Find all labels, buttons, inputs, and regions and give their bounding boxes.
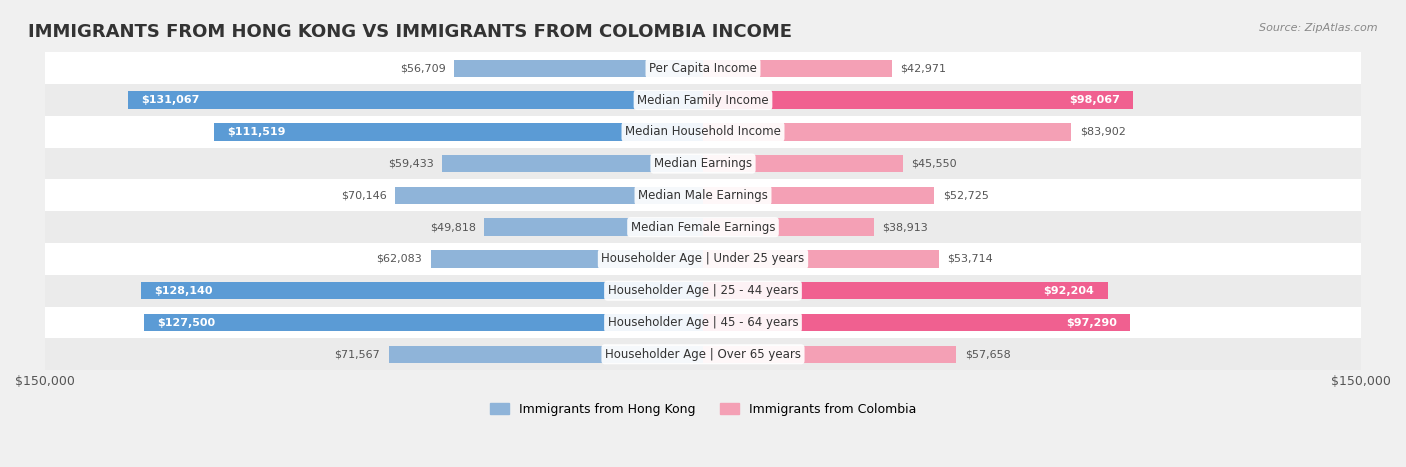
Text: $49,818: $49,818 [430,222,475,232]
Text: $127,500: $127,500 [157,318,215,327]
Bar [703,155,903,172]
Text: $111,519: $111,519 [226,127,285,137]
Text: Source: ZipAtlas.com: Source: ZipAtlas.com [1260,23,1378,33]
Text: $52,725: $52,725 [943,191,988,200]
Text: $45,550: $45,550 [911,159,957,169]
Text: Median Female Earnings: Median Female Earnings [631,221,775,234]
Text: Householder Age | Over 65 years: Householder Age | Over 65 years [605,348,801,361]
Text: Median Household Income: Median Household Income [626,125,780,138]
Bar [45,275,1361,307]
Text: Median Family Income: Median Family Income [637,93,769,106]
Text: $53,714: $53,714 [948,254,993,264]
Legend: Immigrants from Hong Kong, Immigrants from Colombia: Immigrants from Hong Kong, Immigrants fr… [485,398,921,421]
Text: $70,146: $70,146 [340,191,387,200]
Bar [45,84,1361,116]
Bar [45,116,1361,148]
Bar [45,339,1361,370]
Bar [703,282,1108,299]
Text: $97,290: $97,290 [1066,318,1116,327]
Text: Per Capita Income: Per Capita Income [650,62,756,75]
Text: $42,971: $42,971 [900,63,946,73]
Bar [45,307,1361,339]
Bar [45,52,1361,84]
Bar [443,155,703,172]
Text: $128,140: $128,140 [155,286,212,296]
Bar [703,91,1133,109]
Bar [389,346,703,363]
Bar [703,187,935,204]
Text: Median Male Earnings: Median Male Earnings [638,189,768,202]
Bar [128,91,703,109]
Text: $98,067: $98,067 [1069,95,1121,105]
Bar [454,59,703,77]
Bar [214,123,703,141]
Text: $38,913: $38,913 [883,222,928,232]
Text: $71,567: $71,567 [335,349,380,359]
Bar [485,219,703,236]
Bar [45,148,1361,179]
Bar [703,314,1130,331]
Text: $83,902: $83,902 [1080,127,1126,137]
Text: Householder Age | 25 - 44 years: Householder Age | 25 - 44 years [607,284,799,297]
Text: $57,658: $57,658 [965,349,1011,359]
Bar [143,314,703,331]
Bar [45,243,1361,275]
Bar [45,179,1361,211]
Text: $92,204: $92,204 [1043,286,1094,296]
Bar [703,123,1071,141]
Bar [703,346,956,363]
Text: $59,433: $59,433 [388,159,433,169]
Bar [703,59,891,77]
Bar [703,219,873,236]
Bar [395,187,703,204]
Text: $62,083: $62,083 [377,254,422,264]
Bar [141,282,703,299]
Text: $131,067: $131,067 [141,95,200,105]
Bar [45,211,1361,243]
Text: Householder Age | 45 - 64 years: Householder Age | 45 - 64 years [607,316,799,329]
Text: IMMIGRANTS FROM HONG KONG VS IMMIGRANTS FROM COLOMBIA INCOME: IMMIGRANTS FROM HONG KONG VS IMMIGRANTS … [28,23,792,42]
Bar [703,250,939,268]
Text: Householder Age | Under 25 years: Householder Age | Under 25 years [602,253,804,265]
Text: $56,709: $56,709 [399,63,446,73]
Text: Median Earnings: Median Earnings [654,157,752,170]
Bar [430,250,703,268]
